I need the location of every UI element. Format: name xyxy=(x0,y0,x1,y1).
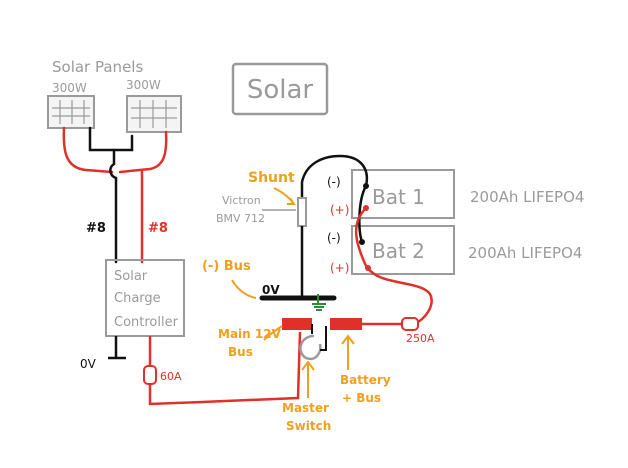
main-bus-line2: Bus xyxy=(228,345,253,359)
neg-bus-label: (-) Bus xyxy=(202,259,251,274)
fuse-250a-label: 250A xyxy=(406,332,435,345)
solar-panels-heading: Solar Panels xyxy=(52,58,143,76)
battery-1-neg: (-) xyxy=(327,175,341,189)
master-line1: Master xyxy=(282,401,329,415)
battery-2-neg: (-) xyxy=(327,231,341,245)
fuse-250a: 250A xyxy=(362,317,435,345)
shunt xyxy=(273,187,307,296)
battery-1-spec: 200Ah LIFEPO4 xyxy=(470,188,584,206)
controller-ground: 0V xyxy=(80,336,126,371)
title-text: Solar xyxy=(247,75,314,105)
victron-monitor-callout: Victron BMV 712 xyxy=(216,194,296,225)
solar-panel-right xyxy=(126,95,182,133)
solar-panel-left xyxy=(47,95,95,129)
ground-bus-label: 0V xyxy=(262,283,280,297)
battery-1: Bat 1 200Ah LIFEPO4 xyxy=(351,169,584,219)
battery-1-name: Bat 1 xyxy=(372,185,425,209)
battery-wiring xyxy=(300,154,433,326)
battery-positive-bus xyxy=(330,318,362,330)
panel-wiring xyxy=(62,126,168,264)
fuse-60a: 60A xyxy=(143,365,182,385)
master-switch xyxy=(299,324,327,361)
shunt-label: Shunt xyxy=(248,170,295,186)
battery-bus-line1: Battery xyxy=(340,373,391,387)
panel-left-watts: 300W xyxy=(52,81,87,95)
charge-controller: Solar Charge Controller xyxy=(105,259,185,337)
battery-bus-arrow xyxy=(341,334,355,370)
victron-line1: Victron xyxy=(222,194,261,207)
main-bus-arrow xyxy=(263,325,283,341)
black-wire-gauge: #8 xyxy=(86,221,106,236)
battery-1-pos: (+) xyxy=(330,203,349,217)
negative-bus: 0V xyxy=(259,283,337,311)
red-wire-gauge: #8 xyxy=(148,221,168,236)
battery-2: Bat 2 200Ah LIFEPO4 xyxy=(351,225,582,275)
main-12v-bus xyxy=(282,318,312,330)
panel-right-watts: 300W xyxy=(126,78,161,92)
controller-line1: Solar xyxy=(114,269,148,284)
master-arrow xyxy=(301,360,315,398)
controller-line2: Charge xyxy=(114,291,161,306)
battery-bus-line2: + Bus xyxy=(342,391,381,405)
fuse-60a-label: 60A xyxy=(160,370,182,383)
victron-line2: BMV 712 xyxy=(216,212,265,225)
ground-left-label: 0V xyxy=(80,357,97,371)
neg-bus-arrow xyxy=(231,279,257,299)
title-box: Solar xyxy=(231,62,329,116)
battery-2-spec: 200Ah LIFEPO4 xyxy=(468,244,582,262)
controller-line3: Controller xyxy=(114,315,179,330)
battery-2-pos: (+) xyxy=(330,261,349,275)
controller-positive-wire xyxy=(148,331,302,406)
battery-2-name: Bat 2 xyxy=(372,239,425,263)
master-line2: Switch xyxy=(286,419,331,433)
